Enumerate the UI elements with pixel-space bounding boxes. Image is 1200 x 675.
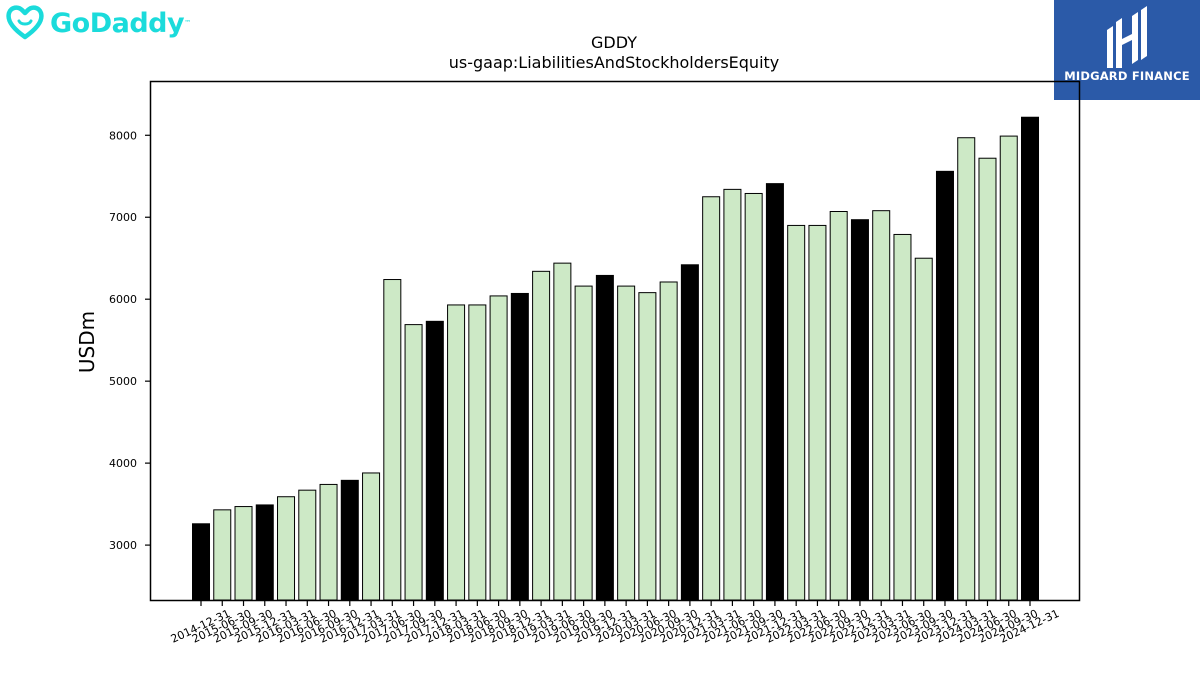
bars-group <box>192 116 1040 601</box>
bar-2020-06-30 <box>638 292 657 601</box>
bar-2021-12-31 <box>765 183 784 601</box>
bar-2017-03-31 <box>362 472 381 601</box>
bar-2022-12-31 <box>850 219 869 601</box>
bar-2020-12-31 <box>680 264 699 601</box>
bar-2019-03-31 <box>532 270 551 601</box>
x-axis-ticks: 2014-12-312015-06-302015-09-302015-12-31… <box>169 600 1061 646</box>
godaddy-wordmark: GoDaddy <box>50 7 185 39</box>
y-tick-label: 5000 <box>109 375 137 388</box>
bar-2023-06-30 <box>893 233 912 601</box>
bar-2014-12-31 <box>192 523 211 601</box>
bar-2018-12-31 <box>510 292 529 601</box>
bar-2023-12-31 <box>935 170 954 601</box>
bar-2020-03-31 <box>617 285 636 601</box>
y-tick-label: 6000 <box>109 293 137 306</box>
bar-2018-06-30 <box>468 304 487 601</box>
y-tick-label: 3000 <box>109 539 137 552</box>
bar-2015-09-30 <box>234 506 253 601</box>
bar-2019-09-30 <box>574 285 593 601</box>
midgard-finance-logo: MIDGARD FINANCE <box>1054 0 1200 100</box>
bar-2024-03-31 <box>957 137 976 601</box>
bar-2016-09-30 <box>319 483 338 601</box>
y-tick-label: 8000 <box>109 129 137 142</box>
bar-2016-03-31 <box>277 496 296 601</box>
midgard-emblem-icon <box>1107 6 1147 68</box>
bar-2022-09-30 <box>829 211 848 601</box>
bar-2021-06-30 <box>723 188 742 601</box>
bar-2021-09-30 <box>744 192 763 601</box>
bar-2024-12-31 <box>1021 116 1040 601</box>
y-tick-label: 4000 <box>109 457 137 470</box>
plot-frame <box>149 80 1081 602</box>
bar-2020-09-30 <box>659 281 678 601</box>
bar-2016-06-30 <box>298 489 317 601</box>
bar-2017-12-31 <box>425 320 444 601</box>
bar-2021-03-31 <box>702 196 721 601</box>
bar-2016-12-31 <box>340 479 359 601</box>
bar-2017-09-30 <box>404 324 423 601</box>
bar-2023-03-31 <box>872 210 891 601</box>
bar-2022-06-30 <box>808 224 827 601</box>
bar-2015-06-30 <box>213 509 232 601</box>
bar-2024-09-30 <box>999 135 1018 601</box>
godaddy-logo: GoDaddy ™ <box>4 3 191 43</box>
bar-2023-09-30 <box>914 257 933 601</box>
bar-2022-03-31 <box>787 224 806 601</box>
godaddy-heart-icon <box>6 5 44 40</box>
chart-subtitle: us-gaap:LiabilitiesAndStockholdersEquity <box>449 53 780 72</box>
midgard-wordmark: MIDGARD FINANCE <box>1064 69 1190 83</box>
bar-2024-06-30 <box>978 157 997 601</box>
bar-2019-12-31 <box>595 274 614 601</box>
bar-2017-06-30 <box>383 279 402 601</box>
bar-2019-06-30 <box>553 262 572 601</box>
y-tick-label: 7000 <box>109 211 137 224</box>
bar-2018-03-31 <box>447 304 466 601</box>
bar-2015-12-31 <box>255 504 274 601</box>
y-axis-label: USDm <box>75 311 99 373</box>
chart-title: GDDY <box>591 33 637 52</box>
bar-2018-09-30 <box>489 295 508 601</box>
y-axis-ticks: 3000 4000 5000 6000 7000 8000 <box>109 129 151 552</box>
trademark-mark: ™ <box>184 19 192 27</box>
